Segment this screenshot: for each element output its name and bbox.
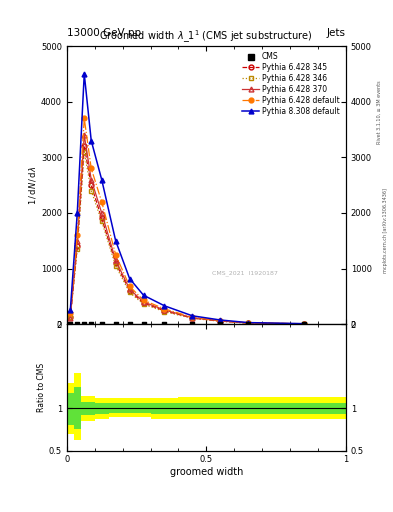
Point bbox=[127, 320, 133, 328]
Pythia 6.428 345 bbox=[141, 300, 146, 306]
Pythia 6.428 default bbox=[82, 115, 86, 121]
Y-axis label: Ratio to CMS: Ratio to CMS bbox=[37, 363, 46, 412]
Pythia 8.308 default bbox=[190, 313, 195, 319]
Pythia 8.308 default bbox=[113, 238, 118, 244]
Pythia 8.308 default bbox=[246, 319, 251, 326]
X-axis label: groomed width: groomed width bbox=[170, 467, 243, 477]
Pythia 6.428 default bbox=[68, 310, 73, 316]
Pythia 6.428 346 bbox=[141, 301, 146, 307]
Pythia 6.428 345 bbox=[75, 243, 80, 249]
Pythia 8.308 default bbox=[162, 303, 167, 309]
Pythia 8.308 default bbox=[89, 138, 94, 144]
Point bbox=[67, 320, 73, 328]
Pythia 6.428 370 bbox=[68, 315, 73, 321]
Point bbox=[245, 320, 252, 328]
Pythia 6.428 370 bbox=[141, 299, 146, 305]
Pythia 6.428 346 bbox=[75, 246, 80, 252]
Pythia 6.428 345 bbox=[82, 143, 86, 150]
Point bbox=[189, 320, 196, 328]
Line: Pythia 6.428 default: Pythia 6.428 default bbox=[68, 116, 307, 326]
Pythia 6.428 345 bbox=[99, 216, 104, 222]
Pythia 6.428 370 bbox=[75, 238, 80, 244]
Pythia 6.428 370 bbox=[127, 286, 132, 292]
Pythia 6.428 345 bbox=[89, 182, 94, 188]
Pythia 6.428 345 bbox=[68, 314, 73, 321]
Pythia 6.428 345 bbox=[302, 321, 307, 327]
Pythia 6.428 345 bbox=[162, 308, 167, 314]
Pythia 6.428 346 bbox=[302, 321, 307, 327]
Point bbox=[88, 320, 94, 328]
Pythia 6.428 default bbox=[99, 199, 104, 205]
Point bbox=[112, 320, 119, 328]
Point bbox=[217, 320, 223, 328]
Pythia 6.428 default bbox=[246, 320, 251, 326]
Pythia 8.308 default bbox=[302, 321, 307, 327]
Pythia 6.428 370 bbox=[218, 318, 222, 324]
Line: Pythia 6.428 345: Pythia 6.428 345 bbox=[68, 144, 307, 326]
Pythia 6.428 345 bbox=[127, 288, 132, 294]
Pythia 6.428 370 bbox=[302, 321, 307, 327]
Pythia 6.428 346 bbox=[127, 289, 132, 295]
Point bbox=[99, 320, 105, 328]
Pythia 6.428 default bbox=[302, 321, 307, 327]
Pythia 6.428 346 bbox=[162, 309, 167, 315]
Point bbox=[301, 320, 307, 328]
Pythia 6.428 346 bbox=[218, 318, 222, 324]
Pythia 6.428 default bbox=[190, 314, 195, 321]
Pythia 6.428 default bbox=[162, 306, 167, 312]
Pythia 8.308 default bbox=[75, 210, 80, 216]
Text: CMS_2021  I1920187: CMS_2021 I1920187 bbox=[212, 270, 278, 276]
Point bbox=[161, 320, 167, 328]
Pythia 6.428 default bbox=[89, 165, 94, 172]
Pythia 6.428 345 bbox=[218, 318, 222, 324]
Point bbox=[140, 320, 147, 328]
Point bbox=[74, 320, 81, 328]
Pythia 6.428 346 bbox=[113, 263, 118, 269]
Y-axis label: $1\,/\,\mathrm{d}N\,/\,\mathrm{d}\lambda$: $1\,/\,\mathrm{d}N\,/\,\mathrm{d}\lambda… bbox=[27, 165, 38, 205]
Text: 13000 GeV pp: 13000 GeV pp bbox=[67, 28, 141, 38]
Pythia 6.428 345 bbox=[246, 320, 251, 326]
Pythia 6.428 370 bbox=[190, 315, 195, 321]
Pythia 6.428 370 bbox=[246, 320, 251, 326]
Pythia 6.428 370 bbox=[82, 132, 86, 138]
Line: Pythia 6.428 346: Pythia 6.428 346 bbox=[68, 150, 307, 326]
Pythia 6.428 346 bbox=[246, 320, 251, 326]
Pythia 6.428 346 bbox=[99, 218, 104, 224]
Line: Pythia 6.428 370: Pythia 6.428 370 bbox=[68, 133, 307, 326]
Text: Rivet 3.1.10, ≥ 3M events: Rivet 3.1.10, ≥ 3M events bbox=[377, 81, 382, 144]
Point bbox=[81, 320, 87, 328]
Pythia 8.308 default bbox=[141, 292, 146, 298]
Pythia 6.428 346 bbox=[89, 187, 94, 194]
Pythia 6.428 370 bbox=[89, 177, 94, 183]
Title: Groomed width $\lambda\_1^1$ (CMS jet substructure): Groomed width $\lambda\_1^1$ (CMS jet su… bbox=[99, 29, 313, 46]
Pythia 6.428 default bbox=[113, 251, 118, 258]
Pythia 6.428 346 bbox=[190, 315, 195, 322]
Pythia 8.308 default bbox=[82, 71, 86, 77]
Pythia 6.428 346 bbox=[82, 148, 86, 155]
Pythia 6.428 370 bbox=[113, 257, 118, 263]
Line: Pythia 8.308 default: Pythia 8.308 default bbox=[68, 72, 307, 326]
Pythia 8.308 default bbox=[218, 317, 222, 323]
Pythia 6.428 default bbox=[127, 283, 132, 289]
Pythia 8.308 default bbox=[68, 307, 73, 313]
Pythia 6.428 345 bbox=[113, 260, 118, 266]
Legend: CMS, Pythia 6.428 345, Pythia 6.428 346, Pythia 6.428 370, Pythia 6.428 default,: CMS, Pythia 6.428 345, Pythia 6.428 346,… bbox=[240, 50, 342, 118]
Text: mcplots.cern.ch [arXiv:1306.3436]: mcplots.cern.ch [arXiv:1306.3436] bbox=[384, 188, 388, 273]
Pythia 8.308 default bbox=[99, 177, 104, 183]
Pythia 6.428 345 bbox=[190, 315, 195, 321]
Pythia 6.428 370 bbox=[99, 210, 104, 216]
Pythia 6.428 default bbox=[141, 297, 146, 303]
Pythia 6.428 370 bbox=[162, 307, 167, 313]
Pythia 8.308 default bbox=[127, 275, 132, 282]
Pythia 6.428 default bbox=[75, 232, 80, 238]
Pythia 6.428 346 bbox=[68, 314, 73, 320]
Text: Jets: Jets bbox=[327, 28, 346, 38]
Pythia 6.428 default bbox=[218, 317, 222, 324]
